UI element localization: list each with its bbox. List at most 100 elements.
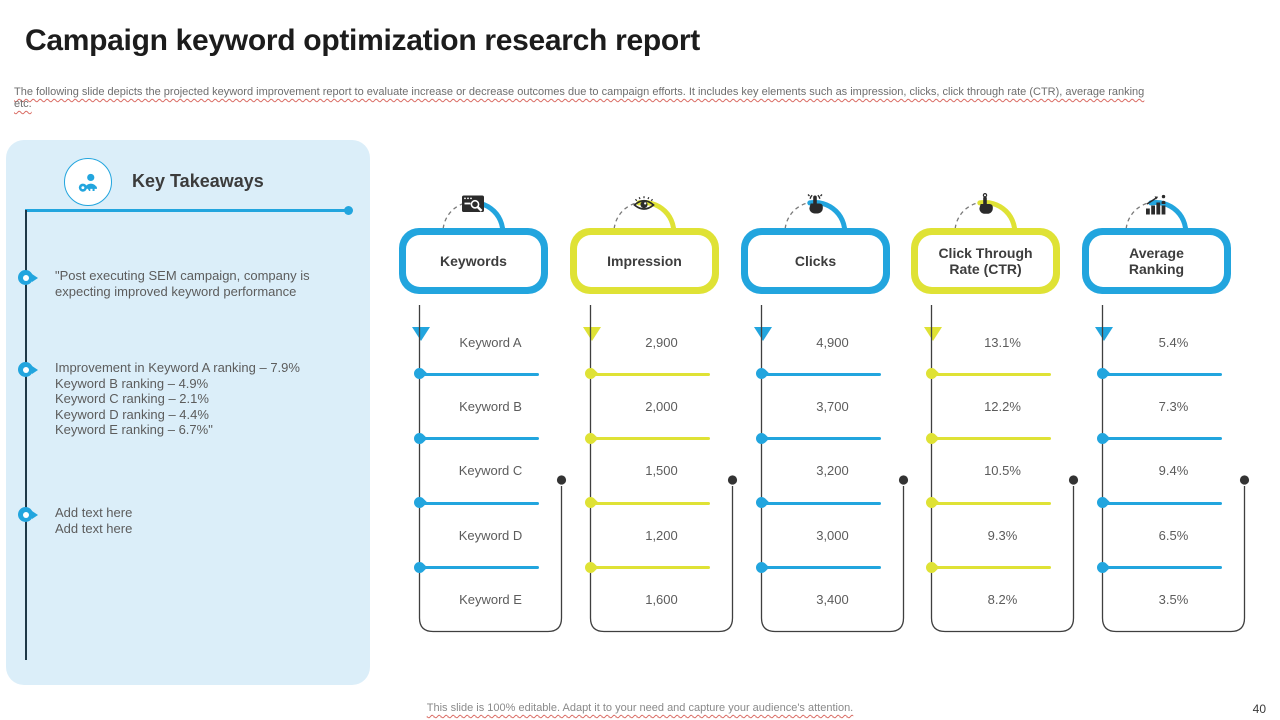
column-outline xyxy=(589,305,738,633)
takeaway-line: Keyword B ranking – 4.9% xyxy=(55,375,209,391)
takeaway-line: "Post executing SEM campaign, company is… xyxy=(55,268,310,299)
arrow-bullet-icon xyxy=(18,507,38,522)
eye-icon xyxy=(633,196,655,210)
row-separator xyxy=(923,559,1051,575)
data-column: Average Ranking 5.4% 7.3% 9.4% 6.5% 3.5% xyxy=(1082,190,1250,640)
tap-click-icon xyxy=(807,194,823,214)
takeaway-line: Improvement in Keyword A ranking – 7.9% xyxy=(55,360,300,375)
column-rows: 5.4% 7.3% 9.4% 6.5% 3.5% xyxy=(1094,310,1246,632)
column-header-bubble: Impression xyxy=(570,228,719,341)
table-cell: 3,700 xyxy=(816,399,849,415)
table-cell: 13.1% xyxy=(984,334,1021,350)
column-header-bubble: Average Ranking xyxy=(1082,228,1231,341)
column-outline xyxy=(1101,305,1250,633)
table-cell: 3.5% xyxy=(1158,592,1189,608)
takeaway-line: Keyword D ranking – 4.4% xyxy=(55,406,209,422)
data-column: Keywords Keyword A Keyword B Keyword C Keyw… xyxy=(399,190,567,640)
table-cell: Keyword D xyxy=(458,527,523,543)
takeaway-line: Add text here xyxy=(55,505,133,520)
table-cell: 2,000 xyxy=(645,399,678,415)
column-header-bubble: Click Through Rate (CTR) xyxy=(911,228,1060,341)
pointer-click-icon xyxy=(979,193,993,214)
takeaways-divider-line xyxy=(25,206,353,215)
keyword-search-icon xyxy=(462,195,484,212)
table-cell: 3,000 xyxy=(816,527,849,543)
row-separator xyxy=(411,494,539,511)
data-column: Impression 2,900 2,000 1,500 1,200 1,600 xyxy=(570,190,738,640)
table-cell: Keyword E xyxy=(459,592,522,608)
takeaway-item: "Post executing SEM campaign, company is… xyxy=(18,268,353,299)
key-takeaways-title: Key Takeaways xyxy=(132,171,264,191)
table-cell: 10.5% xyxy=(984,463,1021,479)
column-rows: 13.1% 12.2% 10.5% 9.3% 8.2% xyxy=(923,310,1075,632)
row-separator xyxy=(582,430,710,447)
table-cell: 8.2% xyxy=(987,592,1018,608)
table-cell: Keyword B xyxy=(459,399,522,415)
table-cell: 4,900 xyxy=(816,334,849,350)
column-box: 5.4% 7.3% 9.4% 6.5% 3.5% xyxy=(1094,305,1250,636)
takeaway-item: Add text here Add text here xyxy=(18,505,353,536)
slide-subtitle: The following slide depicts the projecte… xyxy=(14,86,1145,110)
row-separator xyxy=(411,366,539,382)
row-separator xyxy=(1094,494,1222,511)
row-separator xyxy=(1094,366,1222,382)
row-separator xyxy=(923,430,1051,447)
page-number: 40 xyxy=(1252,702,1266,716)
bubble-tail xyxy=(754,327,772,350)
column-rows: 2,900 2,000 1,500 1,200 1,600 xyxy=(582,310,734,632)
footer-note: This slide is 100% editable. Adapt it to… xyxy=(426,702,854,714)
table-cell: 3,400 xyxy=(816,592,849,608)
table-cell: Keyword C xyxy=(458,463,523,479)
takeaway-item: Improvement in Keyword A ranking – 7.9% K… xyxy=(18,360,353,438)
arrow-bullet-icon xyxy=(18,270,38,285)
table-cell: 1,500 xyxy=(645,463,678,479)
table-cell: 12.2% xyxy=(984,399,1021,415)
person-key-icon xyxy=(64,158,112,206)
takeaway-text: Add text here Add text here xyxy=(55,505,353,536)
column-box: Keyword A Keyword B Keyword C Keyword D Keyw… xyxy=(411,305,567,636)
table-cell: 7.3% xyxy=(1158,399,1189,415)
table-cell: Keyword A xyxy=(459,334,522,350)
column-rows: 4,900 3,700 3,200 3,000 3,400 xyxy=(753,310,905,632)
row-separator xyxy=(753,559,881,575)
table-cell: 1,600 xyxy=(645,592,678,608)
page-title: Campaign keyword optimization research r… xyxy=(25,24,700,57)
column-box: 4,900 3,700 3,200 3,000 3,400 xyxy=(753,305,909,636)
row-separator xyxy=(411,559,539,575)
table-cell: 1,200 xyxy=(645,527,678,543)
takeaways-vertical-line xyxy=(25,210,27,660)
column-header-label: Average Ranking xyxy=(1089,235,1224,287)
table-cell: 5.4% xyxy=(1158,334,1189,350)
takeaway-line: Add text here xyxy=(55,520,133,536)
row-separator xyxy=(582,366,710,382)
column-header-bubble: Keywords xyxy=(399,228,548,341)
bubble-tail xyxy=(1095,327,1113,350)
data-column: Click Through Rate (CTR) 13.1% 12.2% 10.5%… xyxy=(911,190,1079,640)
ranking-growth-icon xyxy=(1146,194,1166,215)
takeaway-line: Keyword E ranking – 6.7%" xyxy=(55,422,213,437)
report-table: Keywords Keyword A Keyword B Keyword C Keyw… xyxy=(0,190,1280,650)
column-header-label: Impression xyxy=(577,235,712,287)
row-separator xyxy=(753,494,881,511)
column-header-bubble: Clicks xyxy=(741,228,890,341)
column-rows: Keyword A Keyword B Keyword C Keyword D Keyw… xyxy=(411,310,563,632)
table-cell: 2,900 xyxy=(645,334,678,350)
bubble-tail xyxy=(583,327,601,350)
column-header-label: Clicks xyxy=(748,235,883,287)
row-separator xyxy=(753,430,881,447)
column-outline xyxy=(930,305,1079,633)
key-takeaways-panel: Key Takeaways "Post executing SEM campai… xyxy=(6,140,370,685)
data-column: Clicks 4,900 3,700 3,200 3,000 3,400 xyxy=(741,190,909,640)
row-separator xyxy=(582,559,710,575)
table-cell: 9.3% xyxy=(987,527,1018,543)
column-outline xyxy=(418,305,567,633)
row-separator xyxy=(411,430,539,447)
takeaway-text: "Post executing SEM campaign, company is… xyxy=(55,268,353,299)
row-separator xyxy=(582,494,710,511)
bubble-tail xyxy=(924,327,942,350)
column-box: 2,900 2,000 1,500 1,200 1,600 xyxy=(582,305,738,636)
table-cell: 9.4% xyxy=(1158,463,1189,479)
row-separator xyxy=(1094,430,1222,447)
row-separator xyxy=(753,366,881,382)
bubble-tail xyxy=(412,327,430,350)
